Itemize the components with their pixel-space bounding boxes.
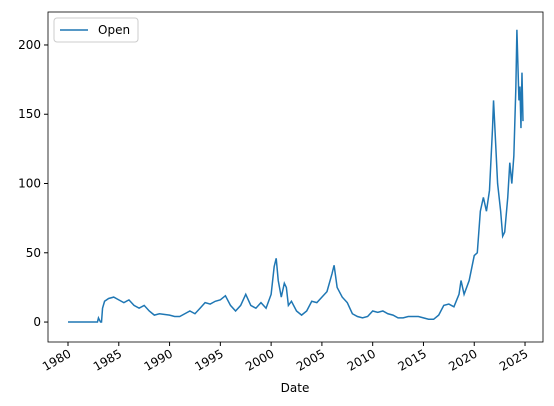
plot-frame <box>47 11 544 343</box>
series-line <box>68 29 524 323</box>
y-tick-label: 150 <box>18 107 41 121</box>
y-tick-label: 50 <box>26 246 41 260</box>
legend-box <box>53 17 139 43</box>
y-tick-label: 0 <box>33 315 41 329</box>
x-axis-label: Date <box>281 381 310 395</box>
y-tick-label: 100 <box>18 177 41 191</box>
y-tick-label: 200 <box>18 38 41 52</box>
legend-label: Open <box>98 23 130 37</box>
